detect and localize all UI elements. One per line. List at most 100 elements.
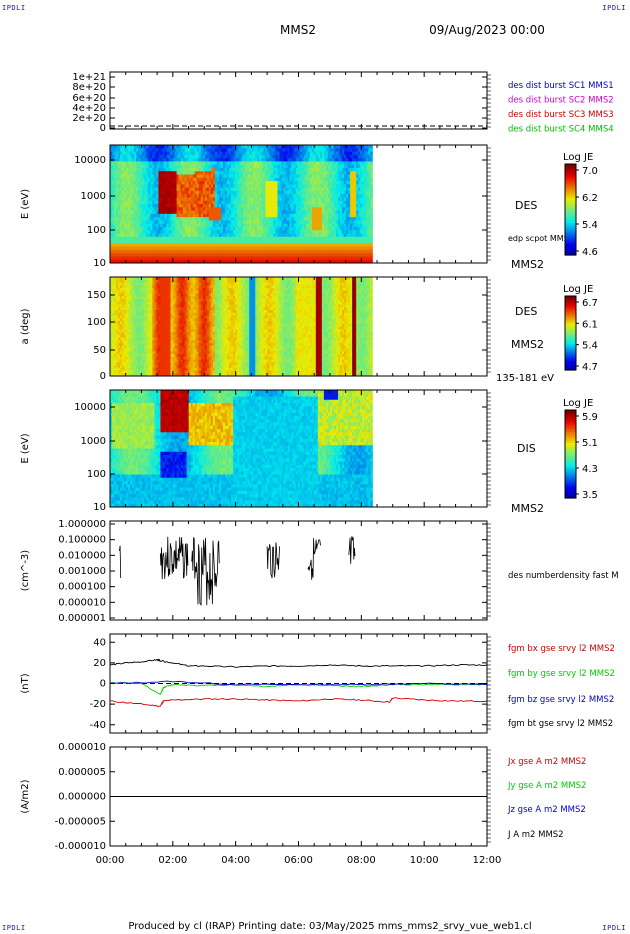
des-pitch-colorbar-band <box>565 345 576 349</box>
des-pitch-colorbar-band <box>565 334 576 338</box>
bfield-legend-item: fgm by gse srvy l2 MMS2 <box>508 669 615 679</box>
dis-energy-colorbar-frame <box>564 409 577 499</box>
dis-energy-colorbar-band <box>565 443 576 446</box>
des-energy-scpot-label: edp scpot MMS2 <box>508 234 574 243</box>
time-axis-tick-label: 06:00 <box>284 855 313 866</box>
dis-energy-colorbar-band <box>565 480 576 484</box>
des-energy-colorbar-band <box>565 220 576 224</box>
dis-energy-colorbar-band <box>565 493 576 497</box>
dis-energy-colorbar-band <box>565 421 576 424</box>
dis-energy-colorbar-band <box>565 418 576 422</box>
des-pitch-colorbar-band <box>565 323 576 327</box>
des-pitch-colorbar-band <box>565 303 576 306</box>
density-ytick-label: 0.010000 <box>58 550 106 561</box>
dist-burst-legend-item: des dist burst SC1 MMS1 <box>508 81 614 91</box>
dis-energy-colorbar-band <box>565 495 576 499</box>
density-series-line <box>266 542 280 579</box>
current-ylabel: (A/m2) <box>20 779 31 813</box>
density-ytick-label: 0.000001 <box>58 613 106 624</box>
des-pitch-colorbar-band <box>565 327 576 330</box>
des-pitch-colorbar-band <box>565 308 576 312</box>
des-pitch-colorbar-band <box>565 301 576 304</box>
dis-energy-colorbar-band <box>565 465 576 468</box>
des-energy-colorbar-band <box>565 186 576 190</box>
des-pitch-colorbar-band <box>565 362 576 366</box>
des-pitch-colorbar-band <box>565 320 576 323</box>
dis-energy-instrument-label: DIS <box>517 442 536 455</box>
des-energy-ylabel: E (eV) <box>20 189 31 219</box>
des-pitch-colorbar-tick: 4.7 <box>582 362 598 373</box>
des-pitch-colorbar-band <box>565 351 576 354</box>
bfield-series-line <box>109 681 487 696</box>
dis-energy-colorbar-band <box>565 460 576 464</box>
des-pitch-colorbar-band <box>565 364 576 367</box>
des-pitch-colorbar-title: Log JE <box>563 284 593 295</box>
des-energy-colorbar-band <box>565 223 576 227</box>
dis-energy-colorbar-tick: 5.9 <box>582 412 598 423</box>
current-ytick-label: -0.000005 <box>55 816 106 827</box>
dis-energy-colorbar-band <box>565 451 576 455</box>
des-energy-colorbar-band <box>565 250 576 254</box>
des-pitch-spacecraft-label: MMS2 <box>511 338 544 351</box>
des-pitch-colorbar-band <box>565 368 576 371</box>
des-energy-colorbar-band <box>565 214 576 217</box>
dis-energy-colorbar-tick: 3.5 <box>582 490 598 501</box>
des-energy-colorbar-tick: 4.6 <box>582 247 598 258</box>
des-pitch-colorbar-band <box>565 299 576 303</box>
des-pitch-colorbar-band <box>565 329 576 332</box>
des-energy-colorbar-frame <box>564 163 577 256</box>
des-energy-colorbar-tick: 6.2 <box>582 193 598 204</box>
density-ytick-label: 0.100000 <box>58 535 106 546</box>
des-energy-colorbar-band <box>565 195 576 199</box>
dis-energy-ytick-label: 10 <box>93 502 106 513</box>
des-energy-ytick-label: 10 <box>93 258 106 269</box>
des-energy-colorbar-band <box>565 245 576 249</box>
current-legend-item: Jz gse A m2 MMS2 <box>507 805 586 815</box>
des-pitch-colorbar-band <box>565 349 576 353</box>
dis-energy-colorbar-title: Log JE <box>563 398 593 409</box>
des-pitch-colorbar-band <box>565 333 576 336</box>
dist-burst-ytick-label: 1e+21 <box>72 72 106 83</box>
des-pitch-colorbar-tick: 5.4 <box>582 341 598 352</box>
density-ylabel: (cm^-3) <box>20 550 31 591</box>
des-energy-colorbar-band <box>565 218 576 222</box>
des-pitch-ytick-label: 150 <box>87 290 106 301</box>
bfield-ytick-label: -40 <box>90 720 106 731</box>
dis-energy-colorbar-band <box>565 447 576 451</box>
bfield-ytick-label: 20 <box>93 658 106 669</box>
des-pitch-colorbar-tick: 6.1 <box>582 319 598 330</box>
density-ytick-label: 0.000010 <box>58 597 106 608</box>
time-axis-tick-label: 10:00 <box>410 855 439 866</box>
dis-energy-colorbar-band <box>565 434 576 437</box>
dis-energy-colorbar-band <box>565 414 576 418</box>
des-energy-colorbar-band <box>565 184 576 188</box>
bfield-ytick-label: -20 <box>90 699 106 710</box>
density-series-line <box>191 537 220 606</box>
des-pitch-colorbar-band <box>565 366 576 369</box>
des-pitch-colorbar-band <box>565 358 576 362</box>
des-pitch-colorbar-band <box>565 357 576 360</box>
dis-energy-colorbar-band <box>565 436 576 440</box>
bfield-ytick-label: 0 <box>100 679 106 690</box>
des-energy-colorbar-band <box>565 198 576 201</box>
dis-energy-colorbar-band <box>565 478 576 481</box>
dis-energy-colorbar-band <box>565 429 576 433</box>
bfield-series-line <box>109 658 488 668</box>
des-energy-colorbar-band <box>565 248 576 252</box>
dis-energy-colorbar-band <box>565 467 576 470</box>
des-pitch-ytick-label: 50 <box>93 345 106 356</box>
des-energy-colorbar-band <box>565 175 576 179</box>
density-series-line <box>119 545 122 579</box>
des-pitch-ytick-label: 0 <box>100 371 106 382</box>
dis-energy-colorbar-band <box>565 438 576 442</box>
des-energy-colorbar-band <box>565 227 576 231</box>
dis-energy-colorbar-band <box>565 432 576 435</box>
des-pitch-colorbar-band <box>565 310 576 314</box>
density-ytick-label: 1.000000 <box>58 519 106 530</box>
dist-burst-frame <box>109 71 488 130</box>
dis-energy-colorbar-band <box>565 469 576 473</box>
density-ytick-label: 0.001000 <box>58 566 106 577</box>
des-energy-colorbar-band <box>565 191 576 195</box>
dist-burst-legend-item: des dist burst SC3 MMS3 <box>508 110 614 120</box>
density-ytick-label: 0.000100 <box>58 582 106 593</box>
